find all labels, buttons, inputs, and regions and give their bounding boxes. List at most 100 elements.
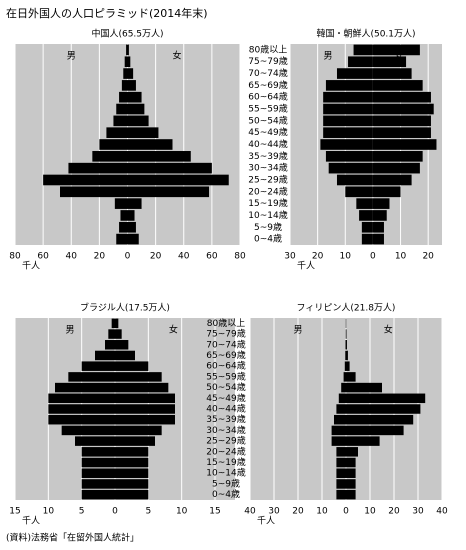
- bar: [123, 68, 128, 79]
- y-tick-label: 15~19歳: [206, 456, 245, 468]
- bar: [372, 174, 412, 186]
- x-tick-label: 30: [268, 507, 280, 517]
- bar: [372, 198, 390, 209]
- bar: [346, 447, 358, 457]
- chart-title: フィリピン人(21.8万人): [297, 303, 396, 314]
- bar: [115, 468, 149, 478]
- bar: [115, 425, 162, 436]
- y-tick-label: 80歳以上: [249, 43, 287, 55]
- x-tick-label: 60: [206, 252, 218, 262]
- x-tick-label: 40: [178, 252, 190, 262]
- bar: [68, 162, 128, 174]
- bar: [115, 414, 175, 425]
- bar: [361, 221, 373, 233]
- bar: [353, 44, 373, 56]
- bar: [127, 44, 129, 56]
- bar: [95, 350, 115, 361]
- bar: [81, 479, 115, 489]
- bar: [115, 404, 175, 414]
- bar: [115, 393, 175, 404]
- bar: [48, 393, 116, 404]
- bar: [127, 221, 136, 233]
- x-tick-label: 40: [66, 252, 78, 262]
- bar: [346, 414, 414, 425]
- x-tick-label: 10: [43, 507, 55, 517]
- bar: [336, 489, 346, 500]
- bar: [344, 361, 346, 371]
- bar: [115, 457, 149, 468]
- bar: [119, 221, 128, 233]
- bar: [336, 68, 373, 79]
- bar: [126, 44, 128, 56]
- bar: [372, 56, 407, 68]
- bar: [106, 127, 128, 138]
- bar: [127, 68, 134, 79]
- y-tick-label: 60~64歳: [206, 360, 245, 372]
- bar: [81, 489, 115, 500]
- bar: [346, 350, 348, 361]
- y-tick-label: 65~69歳: [206, 349, 245, 361]
- bar: [115, 479, 149, 489]
- bar: [127, 174, 229, 186]
- y-tick-label: 5~9歳: [254, 221, 282, 233]
- y-tick-label: 55~59歳: [248, 103, 287, 115]
- bar: [81, 468, 115, 478]
- bar: [372, 91, 431, 103]
- bar: [105, 340, 115, 350]
- bar: [127, 91, 142, 103]
- bar: [55, 382, 115, 393]
- bar: [334, 414, 346, 425]
- bar: [346, 382, 382, 393]
- bar: [48, 414, 116, 425]
- y-tick-label: 40~44歳: [206, 403, 245, 415]
- bar: [127, 139, 173, 150]
- bar: [99, 139, 128, 150]
- bar: [320, 139, 373, 150]
- y-tick-label: 25~29歳: [206, 435, 245, 447]
- bar: [127, 186, 210, 198]
- bar: [372, 68, 412, 79]
- bar: [81, 447, 115, 457]
- bar: [372, 44, 420, 56]
- x-axis-label: 千人: [22, 516, 40, 527]
- bar: [113, 115, 128, 127]
- bar: [92, 151, 128, 162]
- bar: [356, 198, 373, 209]
- bar: [328, 162, 373, 174]
- bar: [115, 372, 162, 382]
- legend-label: 男: [323, 51, 332, 62]
- bar: [336, 447, 346, 457]
- bar: [127, 56, 131, 68]
- legend-label: 女: [169, 324, 178, 336]
- x-tick-label: 20: [94, 252, 106, 262]
- bar: [348, 56, 373, 68]
- x-tick-label: 40: [436, 507, 448, 517]
- bar: [61, 425, 115, 436]
- bar: [372, 103, 434, 115]
- bar: [372, 139, 437, 150]
- bar: [127, 233, 139, 245]
- bar: [372, 210, 387, 221]
- bar: [115, 382, 169, 393]
- bar: [323, 91, 373, 103]
- x-tick-label: 10: [395, 252, 407, 262]
- x-tick-label: 5: [145, 507, 151, 517]
- y-tick-label: 25~29歳: [248, 173, 287, 185]
- bar: [124, 56, 128, 68]
- bar: [48, 404, 116, 414]
- y-tick-label: 75~79歳: [248, 55, 287, 67]
- bar: [346, 425, 404, 436]
- y-tick-label: 5~9歳: [212, 477, 240, 489]
- x-tick-label: 80: [9, 252, 21, 262]
- bar: [346, 436, 380, 446]
- y-tick-label: 0~4歳: [212, 488, 240, 500]
- y-tick-label: 30~34歳: [206, 424, 245, 436]
- bar: [127, 162, 212, 174]
- y-tick-label: 35~39歳: [206, 413, 245, 425]
- bar: [346, 489, 356, 500]
- bar: [43, 174, 128, 186]
- x-tick-label: 80: [234, 252, 246, 262]
- bar: [115, 350, 135, 361]
- y-tick-label: 0~4歳: [254, 233, 282, 245]
